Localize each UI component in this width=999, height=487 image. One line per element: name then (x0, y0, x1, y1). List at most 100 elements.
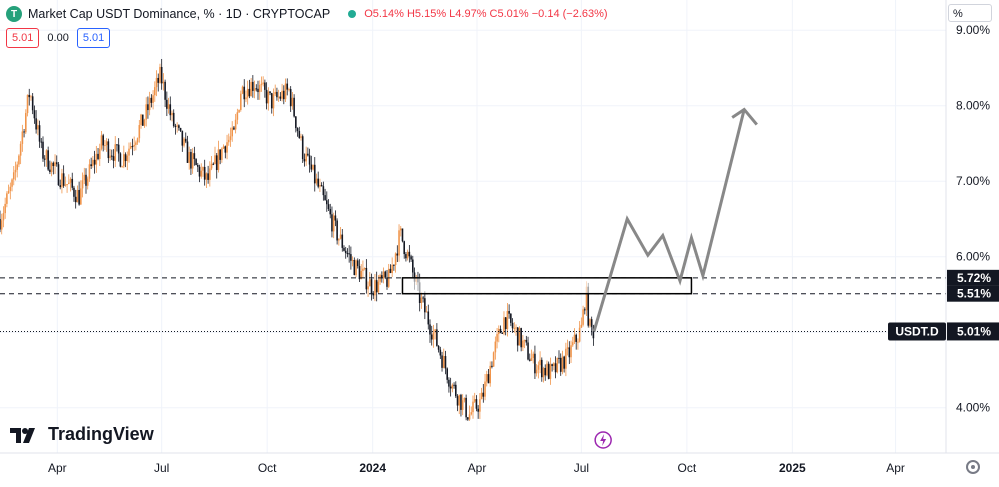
symbol-title[interactable]: Market Cap USDT Dominance, % · 1D · CRYP… (28, 7, 331, 21)
price-axis: 9.00%8.00%7.00%6.00%5.00%4.00% (956, 23, 990, 415)
candle (449, 377, 452, 397)
candle (21, 124, 24, 152)
candle (105, 138, 108, 152)
y-tick-label: 8.00% (956, 99, 990, 113)
candle (241, 85, 244, 95)
candle (480, 387, 483, 400)
candlestick-series (0, 58, 595, 421)
candle (496, 328, 498, 349)
projection-path (592, 109, 746, 332)
candle (310, 155, 313, 173)
candle (503, 311, 505, 336)
candle (559, 353, 562, 376)
candle (129, 142, 132, 150)
candle (83, 167, 86, 185)
candle (38, 120, 41, 148)
candle (442, 348, 445, 369)
sell-price-pill[interactable]: 5.01 (6, 28, 40, 48)
candle (160, 58, 163, 90)
candle (565, 342, 567, 377)
candle (539, 351, 541, 374)
candle (119, 152, 122, 168)
current-price-tag: USDT.D 5.01% (888, 322, 999, 341)
gear-icon[interactable] (966, 460, 980, 474)
candle (298, 126, 301, 139)
candle (155, 70, 158, 97)
candle (553, 362, 555, 371)
candle (432, 324, 435, 348)
candle (260, 76, 263, 92)
y-tick-label: 6.00% (956, 250, 990, 264)
candle (387, 263, 390, 288)
candle (14, 161, 17, 181)
candle (0, 213, 3, 235)
tradingview-mark-icon (10, 427, 35, 443)
candle (226, 134, 228, 160)
candle (382, 267, 385, 284)
svg-text:5.51%: 5.51% (957, 287, 991, 301)
candle (343, 245, 345, 252)
chart-header: T Market Cap USDT Dominance, % · 1D · CR… (6, 5, 608, 23)
candle (499, 325, 502, 334)
tradingview-logo: TradingView (10, 424, 154, 445)
candle (78, 181, 80, 206)
candle (424, 291, 426, 320)
candle (100, 130, 103, 151)
candle (52, 161, 55, 175)
candle (355, 259, 357, 278)
candle (114, 136, 117, 167)
candle (523, 339, 526, 349)
candle (265, 82, 268, 110)
candle (420, 292, 423, 309)
candle (339, 226, 342, 240)
candle (326, 191, 328, 212)
candle (214, 146, 216, 165)
time-axis: Apr Jul Oct 2024 Apr Jul Oct 2025 Apr (48, 461, 905, 475)
candle (71, 172, 74, 191)
candle (329, 203, 332, 219)
candle (47, 146, 49, 172)
x-tick-label: Apr (48, 461, 67, 475)
candle (437, 345, 440, 353)
unit-selector-button[interactable]: % (948, 4, 992, 22)
candle (461, 394, 464, 416)
candle (255, 84, 258, 92)
candle (351, 256, 354, 267)
candle (219, 149, 221, 165)
x-tick-label: Jul (574, 461, 589, 475)
candle (154, 81, 156, 102)
candle (460, 393, 462, 417)
candle (286, 78, 289, 96)
candle (85, 168, 87, 194)
candle (25, 109, 27, 135)
candle (487, 369, 490, 384)
candle (369, 272, 371, 287)
candle (348, 245, 350, 263)
candle (59, 179, 61, 190)
candle (193, 146, 196, 166)
candle (257, 80, 259, 100)
candle (566, 339, 569, 356)
buy-price-pill[interactable]: 5.01 (76, 28, 111, 48)
candle (522, 335, 524, 351)
svg-text:5.72%: 5.72% (957, 271, 991, 285)
candle (145, 97, 147, 127)
candle (401, 228, 404, 243)
candle (57, 161, 60, 186)
candle (434, 328, 436, 340)
candle (422, 295, 424, 303)
candle (4, 197, 6, 219)
candle (551, 363, 553, 372)
spread-value: 0.00 (47, 32, 69, 44)
candle (97, 148, 99, 161)
candle (258, 80, 261, 100)
candle (384, 270, 387, 280)
candle (410, 254, 412, 263)
candle (188, 146, 190, 170)
event-marker[interactable] (594, 431, 612, 449)
candle (74, 189, 77, 209)
candle (11, 178, 13, 192)
candle (179, 127, 182, 132)
candle (590, 316, 593, 336)
